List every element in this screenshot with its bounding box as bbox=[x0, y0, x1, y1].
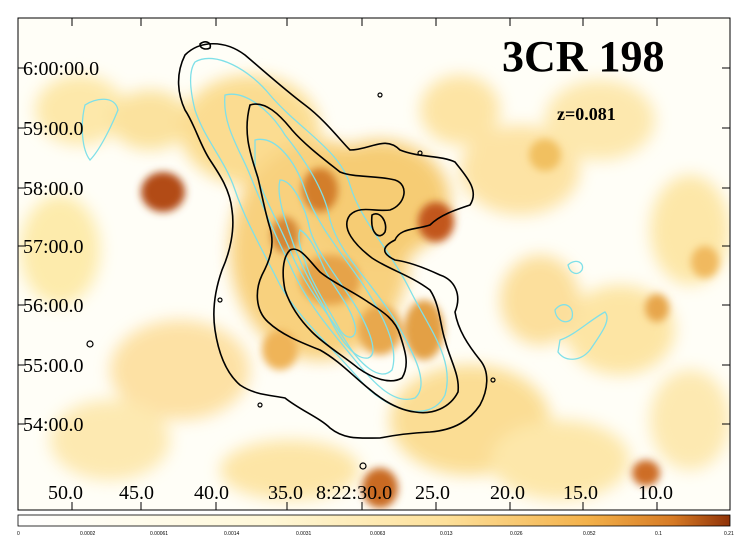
dec-label: 58:00.0 bbox=[23, 178, 84, 200]
ra-label: 25.0 bbox=[415, 482, 450, 504]
colorbar-tick-label: 0.0031 bbox=[296, 531, 312, 537]
ra-label: 8:22:30.0 bbox=[316, 482, 392, 504]
ra-label: 15.0 bbox=[563, 482, 598, 504]
colorbar-tick-label: 0.0002 bbox=[80, 531, 96, 537]
colorbar-tick-label: 0.026 bbox=[510, 531, 523, 537]
ra-label: 20.0 bbox=[490, 482, 525, 504]
colorbar-tick-label: 0.1 bbox=[655, 531, 662, 537]
dec-label: 59:00.0 bbox=[23, 118, 84, 140]
colorbar-tick-label: 0.00061 bbox=[150, 531, 168, 537]
dec-label: 55:00.0 bbox=[23, 355, 84, 377]
ra-label: 35.0 bbox=[268, 482, 303, 504]
ra-label: 40.0 bbox=[194, 482, 229, 504]
colorbar-tick-label: 0.013 bbox=[440, 531, 453, 537]
radio-contours bbox=[177, 41, 488, 439]
plot-frame bbox=[17, 17, 731, 511]
dec-label: 54:00.0 bbox=[23, 414, 84, 436]
xray-emission-map bbox=[18, 18, 730, 510]
redshift-label: z=0.081 bbox=[557, 104, 616, 124]
colorbar-tick-label: 0.0063 bbox=[370, 531, 386, 537]
tick-marks bbox=[18, 18, 730, 510]
dec-label: 57:00.0 bbox=[23, 236, 84, 258]
source-title: 3CR 198 bbox=[502, 32, 665, 81]
ra-label: 10.0 bbox=[638, 482, 673, 504]
radio-contour-dots bbox=[86, 92, 496, 470]
ra-label: 45.0 bbox=[119, 482, 154, 504]
cyan-contours bbox=[81, 57, 608, 412]
colorbar-tick-label: 0.0014 bbox=[224, 531, 240, 537]
colorbar-tick-label: 0.052 bbox=[583, 531, 596, 537]
colorbar-ticks: 0 0.0002 0.00061 0.0014 0.0031 0.0063 0.… bbox=[17, 531, 734, 537]
colorbar-tick-label: 0.21 bbox=[724, 531, 734, 537]
colorbar bbox=[17, 514, 731, 527]
ra-label: 50.0 bbox=[48, 482, 83, 504]
colorbar-tick-label: 0 bbox=[17, 531, 20, 537]
dec-label: 6:00:00.0 bbox=[23, 58, 99, 80]
dec-label: 56:00.0 bbox=[23, 295, 84, 317]
